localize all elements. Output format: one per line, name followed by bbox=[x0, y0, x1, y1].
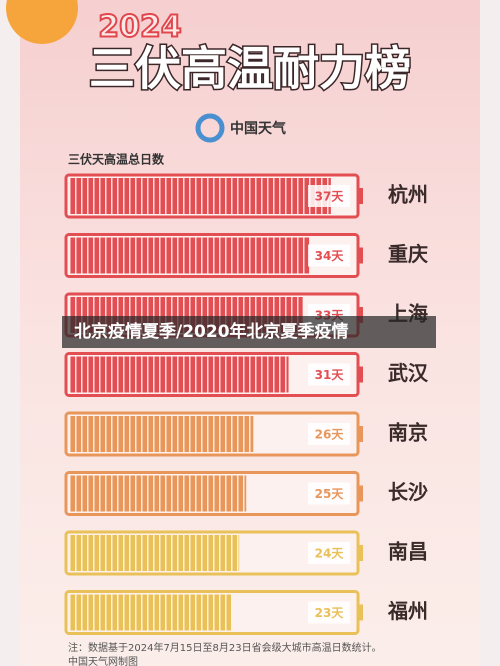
bar bbox=[70, 356, 289, 393]
label-box bbox=[308, 542, 350, 564]
year: 2024 bbox=[98, 10, 182, 45]
brand: 中国天气 bbox=[230, 120, 286, 137]
credit: 中国天气网制图 bbox=[68, 655, 138, 666]
bar-cap bbox=[358, 485, 363, 502]
category-label: 南昌 bbox=[388, 540, 428, 564]
value-label: 34天 bbox=[315, 249, 345, 263]
bar bbox=[70, 416, 254, 452]
banner-bg bbox=[62, 316, 436, 348]
category-label: 武汉 bbox=[388, 361, 429, 385]
category-label: 长沙 bbox=[388, 480, 428, 504]
bar-cap bbox=[358, 545, 363, 561]
category-label: 南京 bbox=[388, 421, 428, 445]
label-box bbox=[308, 423, 350, 445]
value-label: 25天 bbox=[315, 487, 345, 501]
bar bbox=[70, 535, 240, 571]
bar-cap bbox=[358, 188, 363, 204]
category-label: 福州 bbox=[387, 599, 428, 623]
bar bbox=[70, 475, 247, 512]
brand-logo bbox=[195, 113, 225, 143]
bar bbox=[70, 178, 331, 214]
category-label: 重庆 bbox=[388, 242, 428, 266]
value-label: 23天 bbox=[315, 606, 345, 620]
bar bbox=[70, 237, 310, 274]
value-label: 31天 bbox=[315, 368, 345, 382]
value-label: 26天 bbox=[315, 428, 345, 442]
value-label: 24天 bbox=[315, 547, 345, 561]
bar-cap bbox=[358, 426, 363, 442]
bar-cap bbox=[358, 307, 363, 323]
bar-cap bbox=[358, 366, 363, 383]
sun bbox=[6, 0, 78, 44]
banner: 北京疫情夏季/2020年北京夏季疫情 bbox=[74, 321, 349, 342]
category-label: 杭州 bbox=[388, 183, 428, 207]
note: 注：数据基于2024年7月15日至8月23日省会级大城市高温日数统计。 bbox=[68, 641, 382, 654]
label-box bbox=[308, 601, 350, 624]
label-box bbox=[308, 244, 350, 267]
subtitle: 三伏天高温总日数 bbox=[68, 152, 165, 167]
bar-cap bbox=[358, 604, 363, 621]
title: 三伏高温耐力榜 bbox=[89, 42, 411, 96]
label-box bbox=[308, 482, 350, 505]
label-box bbox=[308, 363, 350, 386]
bar bbox=[70, 594, 233, 631]
value-label: 37天 bbox=[315, 190, 345, 204]
label-box bbox=[308, 185, 350, 207]
bar-cap bbox=[358, 247, 363, 264]
